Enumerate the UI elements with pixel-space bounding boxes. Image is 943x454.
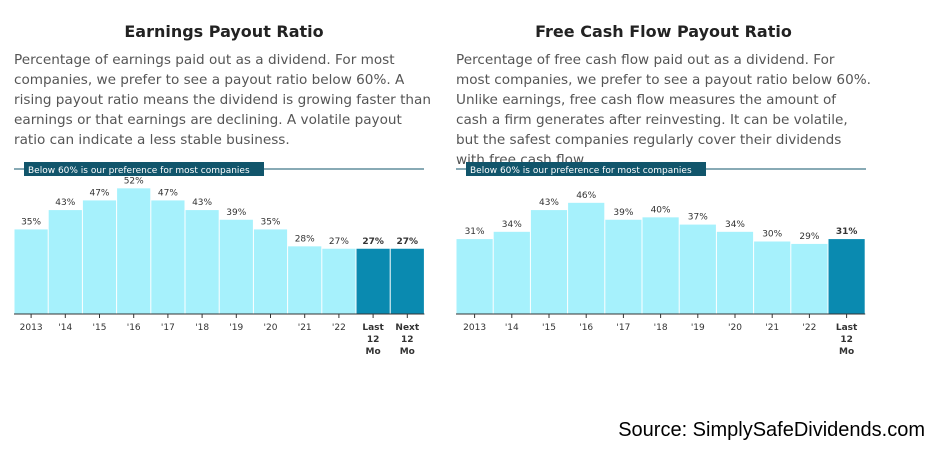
data-label: 39% bbox=[226, 208, 246, 218]
data-label: 31% bbox=[836, 227, 858, 237]
tick-label: '18 bbox=[654, 323, 668, 333]
tick-label: '14 bbox=[58, 323, 72, 333]
tick-label: '21 bbox=[765, 323, 779, 333]
data-label: 29% bbox=[799, 232, 819, 242]
reference-label-bg bbox=[24, 162, 264, 176]
tick-label: '17 bbox=[161, 323, 175, 333]
data-label: 40% bbox=[651, 205, 671, 215]
tick-label: '15 bbox=[542, 323, 556, 333]
bar bbox=[754, 241, 791, 314]
tick-label: '22 bbox=[802, 323, 816, 333]
source-credit: Source: SimplySafeDividends.com bbox=[618, 419, 925, 441]
bar bbox=[356, 248, 390, 314]
tick-label: '19 bbox=[229, 323, 243, 333]
bar bbox=[530, 210, 568, 314]
bar bbox=[605, 219, 642, 314]
data-label: 34% bbox=[502, 220, 522, 230]
tick-label: Mo bbox=[400, 347, 415, 357]
bar bbox=[568, 202, 605, 314]
data-label: 31% bbox=[465, 227, 485, 237]
data-label: 39% bbox=[613, 208, 633, 218]
tick-label: '20 bbox=[728, 323, 742, 333]
fcf-payout-chart: Below 60% is our preference for most com… bbox=[456, 162, 866, 357]
bar bbox=[642, 217, 679, 314]
bar bbox=[48, 210, 82, 314]
bar bbox=[185, 210, 219, 314]
tick-label: 2013 bbox=[20, 323, 43, 333]
data-label: 27% bbox=[329, 237, 349, 247]
earnings-payout-chart: Below 60% is our preference for most com… bbox=[14, 162, 425, 357]
bar bbox=[791, 243, 828, 314]
tick-label: '15 bbox=[93, 323, 107, 333]
bar bbox=[288, 246, 322, 314]
data-label: 43% bbox=[539, 198, 559, 208]
data-label: 47% bbox=[158, 188, 178, 198]
bar bbox=[14, 229, 48, 314]
tick-label: '22 bbox=[332, 323, 346, 333]
chart-description: Percentage of free cash flow paid out as… bbox=[456, 52, 871, 168]
bar bbox=[82, 200, 117, 314]
tick-label: '20 bbox=[264, 323, 278, 333]
tick-label: '16 bbox=[579, 323, 593, 333]
reference-label-bg bbox=[466, 162, 706, 176]
data-label: 35% bbox=[260, 217, 280, 227]
bar bbox=[828, 239, 865, 314]
tick-label: Last bbox=[836, 323, 858, 333]
chart-title: Free Cash Flow Payout Ratio bbox=[535, 22, 792, 41]
data-label: 35% bbox=[21, 217, 41, 227]
data-label: 43% bbox=[192, 198, 212, 208]
data-label: 28% bbox=[295, 234, 315, 244]
bar bbox=[390, 248, 424, 314]
data-label: 27% bbox=[362, 237, 384, 247]
tick-label: '18 bbox=[195, 323, 209, 333]
bar bbox=[716, 231, 754, 314]
data-label: 52% bbox=[124, 176, 144, 186]
reference-label-text: Below 60% is our preference for most com… bbox=[470, 166, 692, 176]
tick-label: Mo bbox=[839, 347, 854, 357]
tick-label: Last bbox=[362, 323, 384, 333]
bar bbox=[322, 248, 356, 314]
tick-label: '19 bbox=[691, 323, 705, 333]
tick-label: '16 bbox=[127, 323, 141, 333]
bar bbox=[151, 200, 185, 314]
data-label: 27% bbox=[397, 237, 419, 247]
chart-description: Percentage of earnings paid out as a div… bbox=[14, 52, 431, 148]
tick-label: '14 bbox=[505, 323, 519, 333]
data-label: 37% bbox=[688, 213, 708, 223]
bar bbox=[456, 239, 493, 314]
tick-label: '21 bbox=[298, 323, 312, 333]
reference-label: Below 60% is our preference for most com… bbox=[466, 162, 706, 176]
tick-label: '17 bbox=[616, 323, 630, 333]
reference-label-text: Below 60% is our preference for most com… bbox=[28, 166, 250, 176]
data-label: 43% bbox=[55, 198, 75, 208]
reference-label: Below 60% is our preference for most com… bbox=[24, 162, 264, 176]
bar bbox=[493, 231, 530, 314]
data-label: 34% bbox=[725, 220, 745, 230]
data-label: 46% bbox=[576, 191, 596, 201]
bar bbox=[679, 224, 716, 314]
tick-label: 12 bbox=[840, 335, 853, 345]
bar bbox=[219, 219, 253, 314]
data-label: 30% bbox=[762, 230, 782, 240]
chart-title: Earnings Payout Ratio bbox=[124, 22, 324, 41]
tick-label: 12 bbox=[401, 335, 414, 345]
tick-label: 2013 bbox=[463, 323, 486, 333]
tick-label: Mo bbox=[366, 347, 381, 357]
bar bbox=[253, 229, 288, 314]
bar bbox=[117, 188, 151, 314]
data-label: 47% bbox=[89, 188, 109, 198]
tick-label: 12 bbox=[367, 335, 380, 345]
tick-label: Next bbox=[395, 323, 419, 333]
